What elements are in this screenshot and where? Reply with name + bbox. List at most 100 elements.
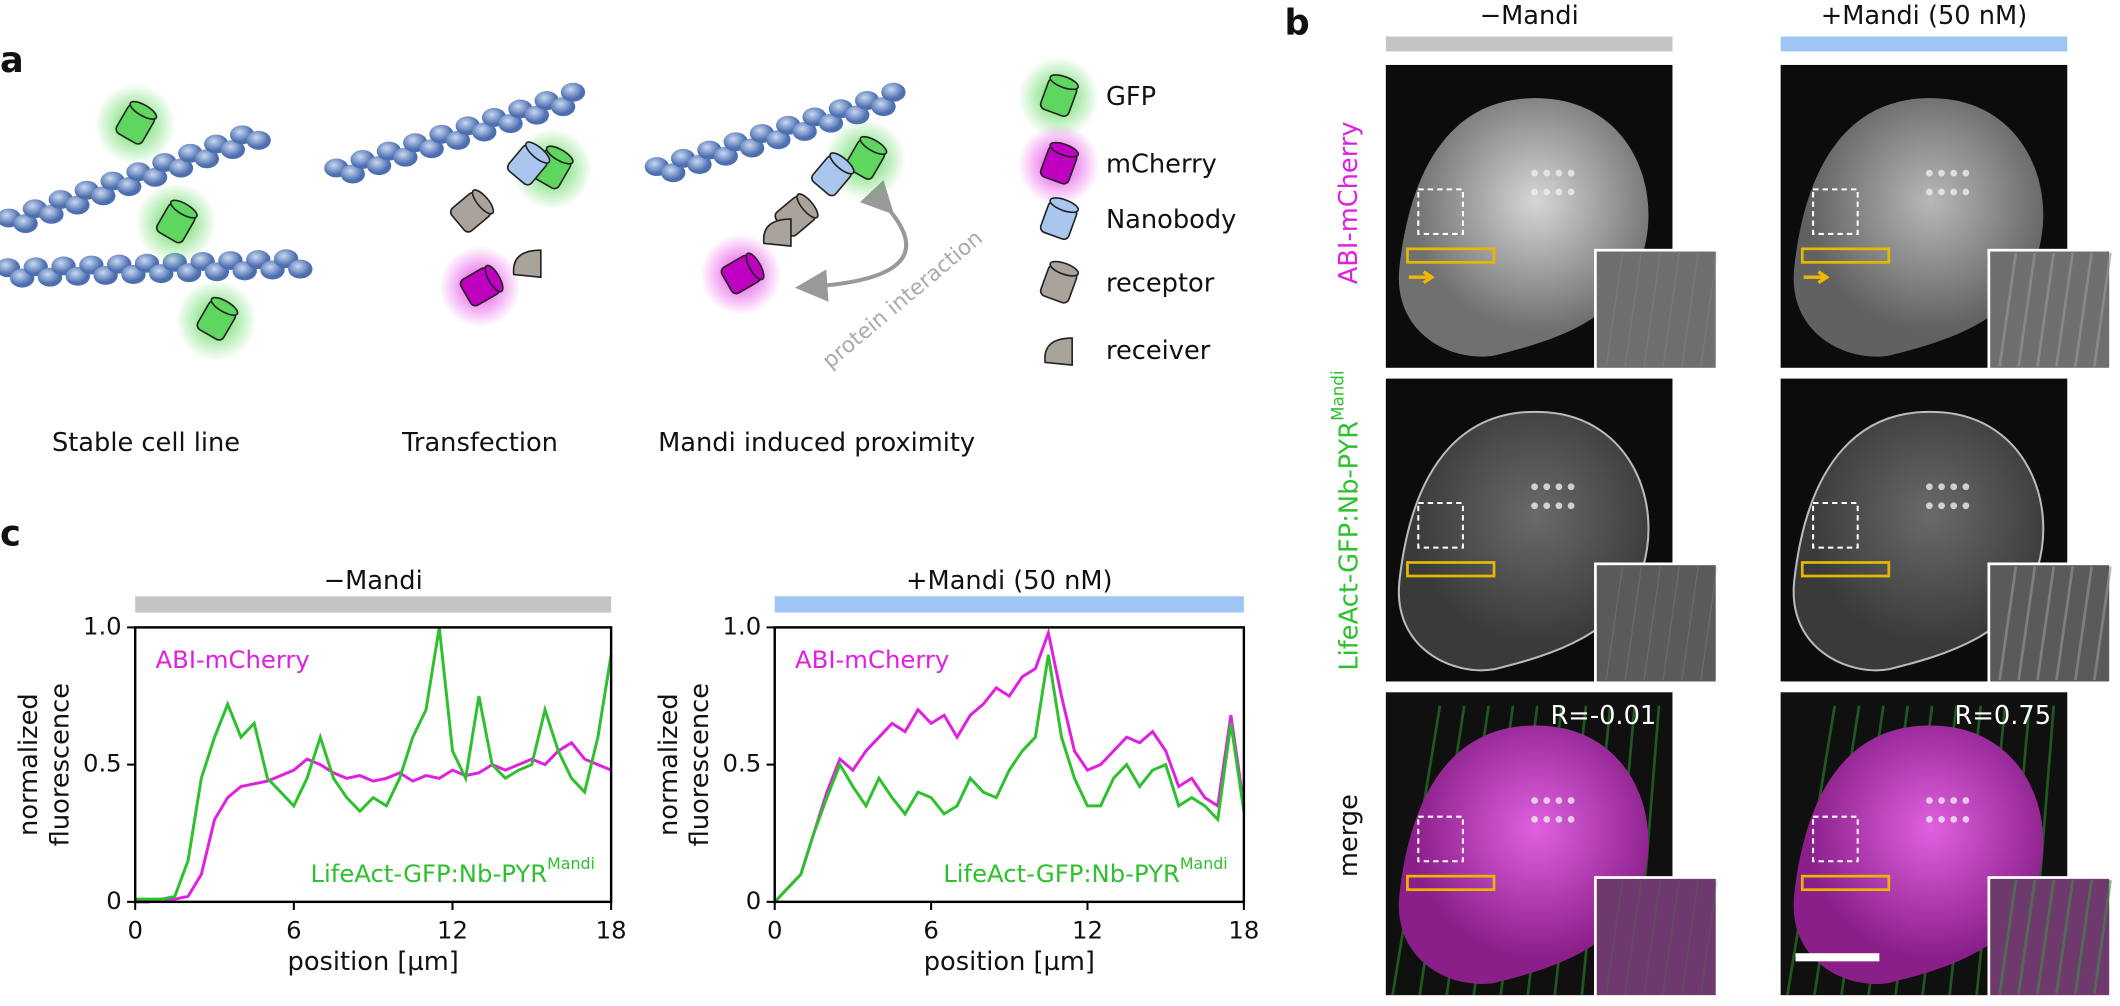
row-label-main: LifeAct-GFP:Nb-PYR: [1334, 421, 1364, 671]
actin-subunit: [366, 156, 392, 176]
actin-subunit: [766, 130, 791, 150]
y-axis-label: fluorescence: [685, 683, 715, 846]
actin-subunit: [65, 195, 90, 215]
cell: [1398, 725, 1649, 984]
column-header: −Mandi: [1480, 1, 1579, 31]
actin-subunit: [220, 140, 245, 160]
inset-texture: [1998, 566, 2018, 681]
row-label: LifeAct-GFP:Nb-PYRMandi: [1328, 370, 1364, 670]
panel-label: c: [0, 513, 21, 554]
vesicle: [1950, 188, 1958, 196]
vesicle: [1531, 483, 1538, 491]
inset-texture: [2092, 880, 2112, 994]
legend-entry: ABI-mCherry: [155, 645, 309, 674]
actin-subunit: [288, 259, 313, 279]
inset-texture: [2036, 252, 2056, 367]
cell: [1397, 410, 1650, 672]
caption: Mandi induced proximity: [658, 428, 975, 458]
inset-texture: [1681, 880, 1699, 994]
vesicle: [1531, 188, 1538, 196]
line-profile-box: [1406, 561, 1496, 578]
line-profile-box: [1406, 247, 1496, 264]
protein-icon: [155, 199, 198, 244]
protein-top: [829, 152, 855, 175]
inset-texture: [1681, 566, 1699, 681]
protein-icon: [845, 135, 888, 180]
vesicle: [1962, 483, 1970, 491]
inset: [1594, 248, 1719, 371]
vesicle: [1543, 797, 1551, 804]
chart-title: +Mandi (50 nM): [906, 566, 1113, 596]
line-profile-box: [1800, 561, 1891, 578]
actin-subunit: [419, 139, 444, 159]
protein-icon: [1039, 197, 1080, 241]
row-label: ABI-mCherry: [1334, 121, 1364, 284]
actin-subunit: [445, 130, 471, 150]
vesicle: [1962, 169, 1970, 177]
vesicle: [1950, 797, 1958, 804]
protein-top: [525, 141, 551, 164]
actin-subunit: [393, 147, 418, 167]
protein-top: [796, 193, 819, 219]
vesicle: [1925, 188, 1933, 196]
y-tick-label: 1.0: [83, 611, 122, 640]
legend-entry: LifeAct-GFP:Nb-PYRMandi: [310, 853, 594, 887]
legend-label: mCherry: [1106, 149, 1217, 179]
protein-top: [129, 100, 158, 120]
column-header: +Mandi (50 nM): [1821, 1, 2028, 31]
protein-top: [1049, 74, 1080, 91]
vesicle: [1938, 502, 1945, 510]
arrow: [1803, 270, 1830, 285]
protein-top: [484, 264, 504, 293]
inset-texture: [1624, 880, 1643, 994]
inset-texture: [1624, 252, 1643, 367]
vesicle: [1962, 502, 1970, 510]
y-tick-label: 0.5: [722, 749, 761, 778]
actin-subunit: [550, 97, 576, 117]
vesicle: [1531, 797, 1538, 804]
vesicle: [1938, 169, 1945, 177]
line-profile-box: [1800, 247, 1891, 264]
x-tick-label: 18: [1228, 916, 1259, 945]
column-bar: [1385, 36, 1673, 52]
arrow: [1408, 270, 1435, 285]
actin-subunit: [13, 214, 38, 234]
protein-top: [545, 145, 574, 165]
inset-texture: [1998, 880, 2018, 994]
protein-icon: [1039, 74, 1080, 118]
cell: [1793, 98, 2044, 357]
inset-texture: [2092, 252, 2112, 367]
vesicle: [1543, 483, 1551, 491]
legend-entry-main: LifeAct-GFP:Nb-PYR: [310, 859, 547, 888]
vesicle: [1950, 502, 1958, 510]
y-axis-label: normalized: [654, 693, 684, 836]
roi-box: [1417, 815, 1464, 863]
inset-texture: [1662, 880, 1680, 994]
x-axis-label: position [µm]: [924, 947, 1095, 977]
vesicle: [1950, 169, 1958, 177]
protein-top: [1049, 197, 1080, 214]
protein-top: [169, 199, 198, 219]
protein-icon: [115, 100, 158, 145]
y-tick-label: 0: [746, 886, 761, 915]
protein-icon: [459, 264, 504, 307]
legend-entry: ABI-mCherry: [795, 645, 949, 674]
vesicle: [1950, 815, 1958, 823]
x-axis-label: position [µm]: [288, 947, 459, 977]
receiver-icon: [1044, 337, 1073, 366]
protein-top: [471, 189, 495, 215]
inset-texture: [2074, 252, 2093, 367]
vesicle: [1925, 797, 1933, 804]
series-line: [135, 627, 613, 901]
actin-subunit: [881, 82, 906, 102]
correlation: R=0.75: [1955, 701, 2052, 731]
scale-bar: [1795, 953, 1880, 962]
protein-top: [859, 135, 888, 156]
vesicle: [1567, 188, 1575, 196]
legend-entry-superscript: Mandi: [547, 853, 595, 872]
actin-subunit: [117, 177, 142, 197]
vesicle: [1555, 483, 1563, 491]
inset-texture: [2036, 880, 2056, 994]
legend-entry: LifeAct-GFP:Nb-PYRMandi: [943, 853, 1227, 887]
